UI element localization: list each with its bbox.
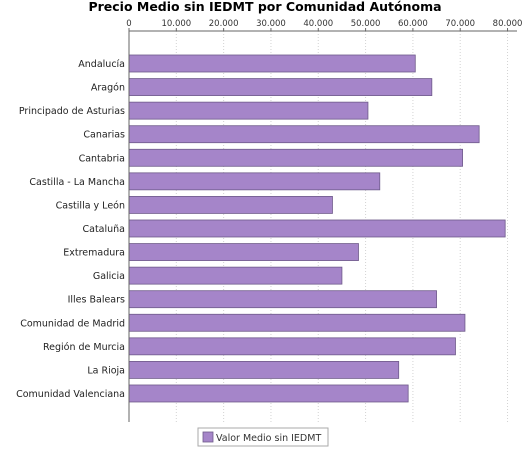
bar <box>128 361 400 379</box>
category-label: Comunidad Valenciana <box>16 389 125 400</box>
category-label: Castilla y León <box>56 200 125 211</box>
bar <box>128 196 333 214</box>
bar <box>128 125 480 144</box>
bar <box>128 148 463 167</box>
category-labels: Andalucía Aragón Principado de Asturias Can… <box>16 59 125 400</box>
bar <box>128 172 381 191</box>
x-tick-label: 40.000 <box>303 19 333 29</box>
legend-box <box>197 427 329 447</box>
bar <box>128 384 409 403</box>
legend-swatch <box>202 431 214 443</box>
x-tick-label: 10.000 <box>161 19 191 29</box>
category-label: Castilla - La Mancha <box>29 177 125 188</box>
x-tick-label: 20.000 <box>209 19 239 29</box>
bar <box>128 78 433 96</box>
legend-label: Valor Medio sin IEDMT <box>216 433 321 444</box>
category-label: La Rioja <box>87 365 125 376</box>
category-label: Illes Balears <box>68 295 125 306</box>
chart-title: Precio Medio sin IEDMT por Comunidad Aut… <box>88 0 441 14</box>
bar <box>128 54 416 73</box>
category-label: Canarias <box>83 130 125 141</box>
bar <box>128 266 343 285</box>
category-label: Aragón <box>91 83 125 94</box>
x-tick-label: 30.000 <box>256 19 286 29</box>
bar <box>128 337 456 356</box>
bars <box>128 54 506 403</box>
x-tick-label: 80.000 <box>493 19 523 29</box>
category-label: Cataluña <box>82 224 125 235</box>
category-label: Principado de Asturias <box>19 106 125 117</box>
bar <box>128 313 466 332</box>
bar <box>128 219 506 238</box>
category-label: Andalucía <box>78 59 125 70</box>
category-label: Galicia <box>93 271 125 282</box>
x-tick-label: 50.000 <box>351 19 381 29</box>
legend: Valor Medio sin IEDMT <box>197 427 329 447</box>
x-tick-label: 0 <box>126 19 131 29</box>
category-label: Comunidad de Madrid <box>20 318 125 329</box>
x-tick-label: 70.000 <box>445 19 475 29</box>
bar <box>128 290 437 309</box>
x-axis: 0 10.000 20.000 30.000 40.000 50.000 60.000 70.… <box>126 19 522 422</box>
bar <box>128 101 369 120</box>
category-label: Extremadura <box>63 248 125 259</box>
category-label: Región de Murcia <box>43 342 125 353</box>
category-label: Cantabria <box>79 153 125 164</box>
x-tick-label: 60.000 <box>398 19 428 29</box>
bar <box>128 243 359 261</box>
